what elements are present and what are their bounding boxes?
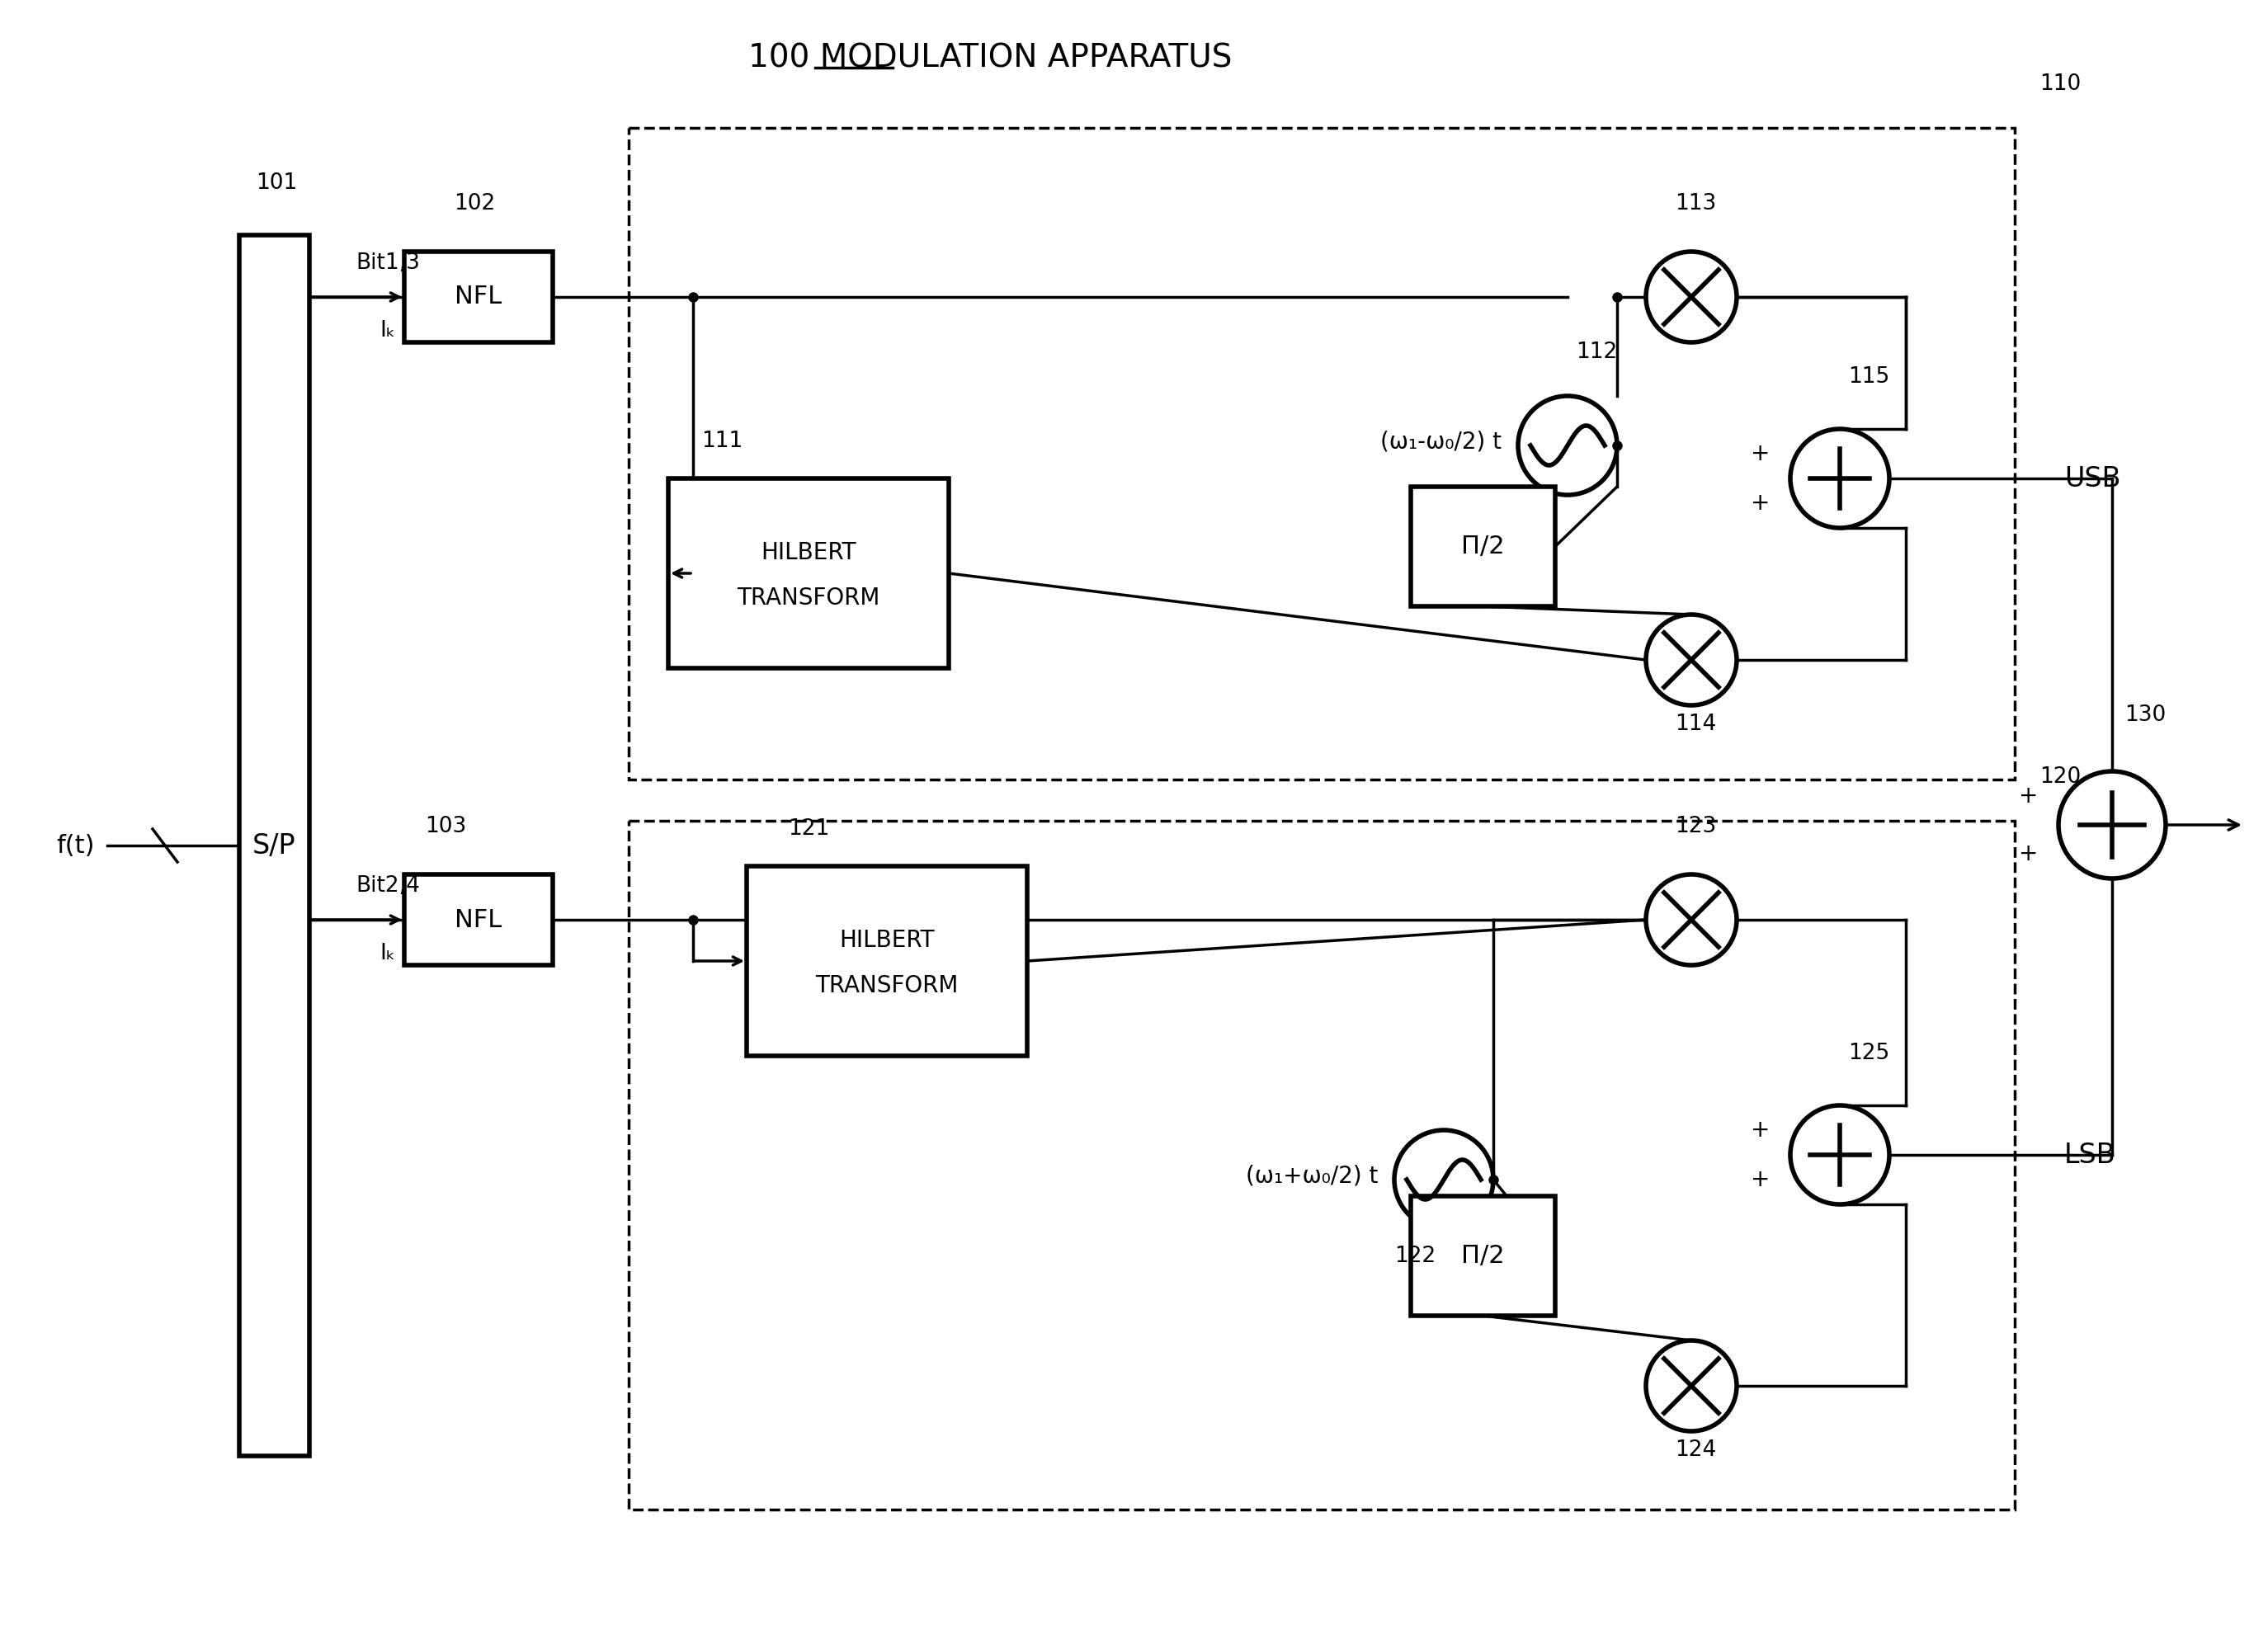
Circle shape bbox=[1647, 615, 1737, 706]
Text: 113: 113 bbox=[1674, 192, 1717, 215]
Text: 130: 130 bbox=[2125, 704, 2166, 725]
Text: Bit1,3: Bit1,3 bbox=[356, 253, 420, 274]
Text: 112: 112 bbox=[1576, 342, 1617, 363]
Text: +: + bbox=[2019, 843, 2039, 866]
Text: HILBERT: HILBERT bbox=[760, 541, 857, 564]
Text: f(t): f(t) bbox=[57, 833, 95, 857]
Circle shape bbox=[1395, 1130, 1492, 1229]
Bar bbox=[404, 874, 553, 965]
Bar bbox=[669, 479, 948, 668]
Text: 123: 123 bbox=[1674, 817, 1717, 838]
Circle shape bbox=[1647, 1340, 1737, 1431]
Bar bbox=[746, 866, 1027, 1056]
Text: HILBERT: HILBERT bbox=[839, 929, 934, 952]
Circle shape bbox=[1647, 874, 1737, 965]
Text: +: + bbox=[1751, 1169, 1769, 1192]
Bar bbox=[628, 822, 2014, 1509]
Text: (ω₁-ω₀/2) t: (ω₁-ω₀/2) t bbox=[1381, 430, 1501, 453]
Text: 121: 121 bbox=[787, 818, 830, 839]
Text: Iₖ: Iₖ bbox=[379, 319, 395, 342]
Text: 103: 103 bbox=[424, 817, 467, 838]
Circle shape bbox=[1647, 251, 1737, 342]
Text: +: + bbox=[1751, 492, 1769, 515]
Text: LSB: LSB bbox=[2064, 1141, 2116, 1169]
Text: TRANSFORM: TRANSFORM bbox=[816, 975, 959, 998]
Text: +: + bbox=[2019, 784, 2039, 807]
Bar bbox=[1411, 1196, 1556, 1315]
Text: 114: 114 bbox=[1674, 714, 1717, 735]
Bar bbox=[238, 235, 308, 1456]
Text: (ω₁+ω₀/2) t: (ω₁+ω₀/2) t bbox=[1245, 1164, 1377, 1187]
Bar bbox=[628, 127, 2014, 779]
Circle shape bbox=[1517, 396, 1617, 496]
Text: NFL: NFL bbox=[456, 908, 501, 932]
Text: 111: 111 bbox=[701, 430, 742, 452]
Text: Π/2: Π/2 bbox=[1461, 1244, 1504, 1268]
Text: NFL: NFL bbox=[456, 285, 501, 310]
Text: 125: 125 bbox=[1848, 1043, 1889, 1064]
Circle shape bbox=[1789, 429, 1889, 528]
Text: 120: 120 bbox=[2039, 766, 2082, 787]
Text: Bit2,4: Bit2,4 bbox=[356, 875, 420, 897]
Bar bbox=[1411, 487, 1556, 606]
Text: Π/2: Π/2 bbox=[1461, 535, 1504, 559]
Text: 101: 101 bbox=[256, 173, 297, 194]
Text: 102: 102 bbox=[454, 192, 494, 215]
Text: 115: 115 bbox=[1848, 367, 1889, 388]
Text: 122: 122 bbox=[1395, 1245, 1436, 1267]
Text: Iₖ: Iₖ bbox=[379, 942, 395, 965]
Text: TRANSFORM: TRANSFORM bbox=[737, 587, 880, 610]
Text: +: + bbox=[1751, 442, 1769, 465]
Text: S/P: S/P bbox=[252, 831, 297, 859]
Circle shape bbox=[2059, 771, 2166, 879]
Text: 100 MODULATION APPARATUS: 100 MODULATION APPARATUS bbox=[748, 42, 1232, 73]
Bar bbox=[404, 251, 553, 342]
Text: 124: 124 bbox=[1674, 1439, 1717, 1460]
Text: +: + bbox=[1751, 1118, 1769, 1141]
Text: 110: 110 bbox=[2039, 73, 2082, 95]
Text: USB: USB bbox=[2064, 465, 2121, 492]
Circle shape bbox=[1789, 1105, 1889, 1205]
